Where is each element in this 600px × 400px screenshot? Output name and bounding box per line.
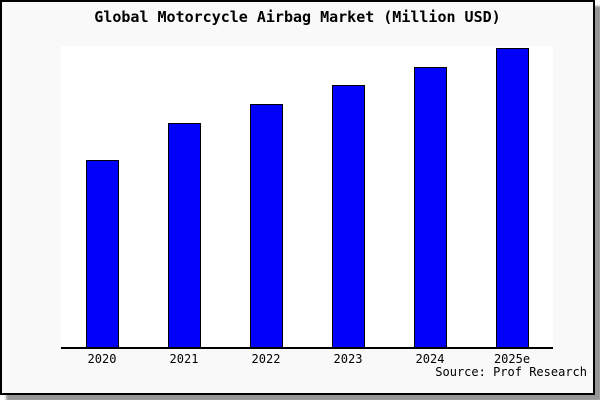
bar-2025e — [495, 48, 529, 347]
x-axis-label-2025e: 2025e — [493, 352, 531, 366]
bar-2020 — [85, 160, 119, 347]
bar-2022 — [249, 104, 283, 347]
bar-2024 — [413, 67, 447, 347]
x-axis-label-2024: 2024 — [415, 352, 445, 366]
x-axis-label-2022: 2022 — [251, 352, 281, 366]
source-note: Source: Prof Research — [435, 365, 587, 379]
bar-2021 — [167, 123, 201, 347]
chart-title: Global Motorcycle Airbag Market (Million… — [94, 8, 501, 26]
x-axis-label-2021: 2021 — [169, 352, 199, 366]
bar-2023 — [331, 85, 365, 347]
x-axis-label-2020: 2020 — [87, 352, 117, 366]
plot-area — [61, 46, 553, 349]
x-axis: 2020 2021 2022 2023 2024 2025e — [61, 352, 553, 366]
x-axis-label-2023: 2023 — [333, 352, 363, 366]
chart-panel: Global Motorcycle Airbag Market (Million… — [0, 0, 595, 395]
